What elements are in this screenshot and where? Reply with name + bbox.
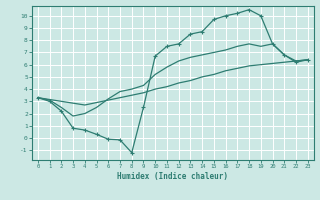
X-axis label: Humidex (Indice chaleur): Humidex (Indice chaleur) xyxy=(117,172,228,181)
